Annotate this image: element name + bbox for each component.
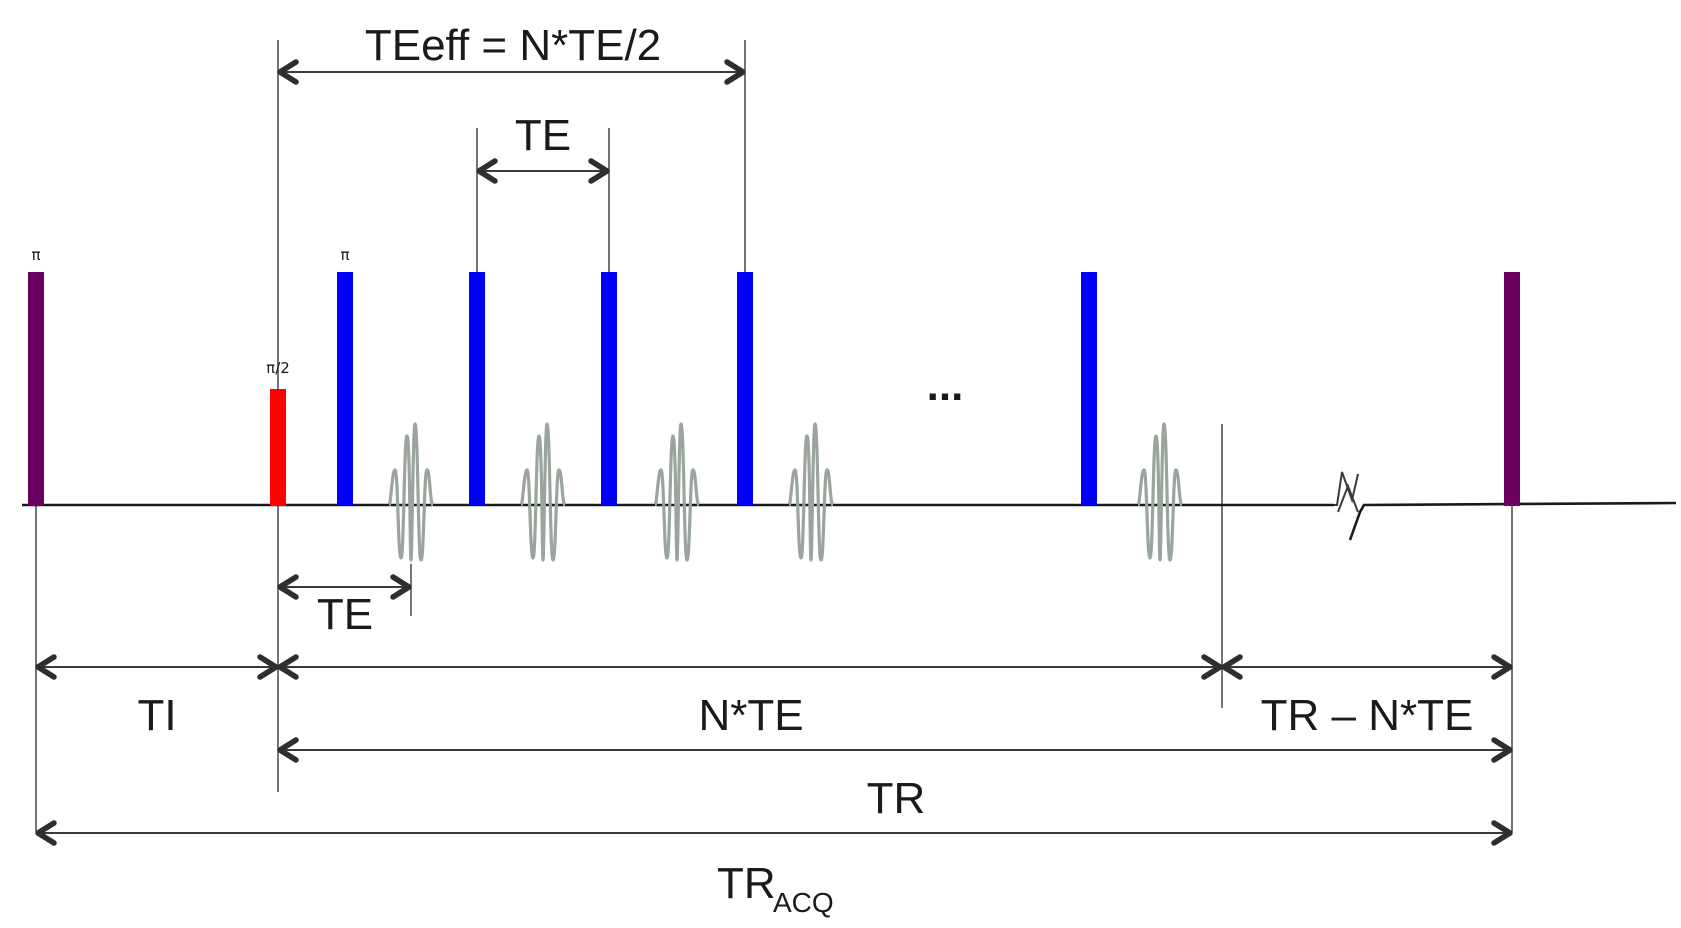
ti-dimension-arrow <box>35 654 279 680</box>
refocusing-pulse-2 <box>469 272 485 506</box>
tr-acq-dimension-arrow <box>35 820 1513 846</box>
ellipsis: ... <box>927 361 964 410</box>
refocusing-pulse-n <box>1081 272 1097 506</box>
pi-half-label: π/2 <box>266 359 290 377</box>
tr-acq-label: TR <box>717 859 776 908</box>
refocusing-pulse-4 <box>737 272 753 506</box>
inversion-pulse <box>28 272 44 506</box>
ti-label: TI <box>137 691 176 740</box>
echo-signal-n <box>1136 422 1184 562</box>
refocusing-pulse-1 <box>337 272 353 506</box>
tr-acq-subscript: ACQ <box>773 887 834 918</box>
excitation-pulse <box>270 389 286 506</box>
next-inversion-pulse <box>1504 272 1520 506</box>
echo-signal-2 <box>519 422 567 562</box>
n-te-label: N*TE <box>698 691 803 740</box>
te-bottom-label: TE <box>317 590 373 639</box>
echo-signal-3 <box>653 422 701 562</box>
teeff-label: TEeff = N*TE/2 <box>365 21 661 70</box>
refocusing-pulse-3 <box>601 272 617 506</box>
pi-label-inversion: π <box>31 246 40 264</box>
tr-dimension-arrow <box>277 737 1513 763</box>
te-bottom-dimension-arrow <box>277 574 412 600</box>
te-top-dimension-arrow <box>476 158 610 184</box>
tr-label: TR <box>867 774 926 823</box>
tr-minus-n-te-dimension-arrow <box>1221 654 1513 680</box>
teeff-dimension-arrow <box>277 59 746 85</box>
te-top-label: TE <box>515 111 571 160</box>
n-te-dimension-arrow <box>277 654 1223 680</box>
tr-minus-n-te-label: TR – N*TE <box>1261 691 1474 740</box>
echo-signal-1 <box>387 422 435 562</box>
echo-signal-4 <box>787 422 835 562</box>
echo-signals <box>387 422 1184 562</box>
pi-label-refocus: π <box>340 246 349 264</box>
